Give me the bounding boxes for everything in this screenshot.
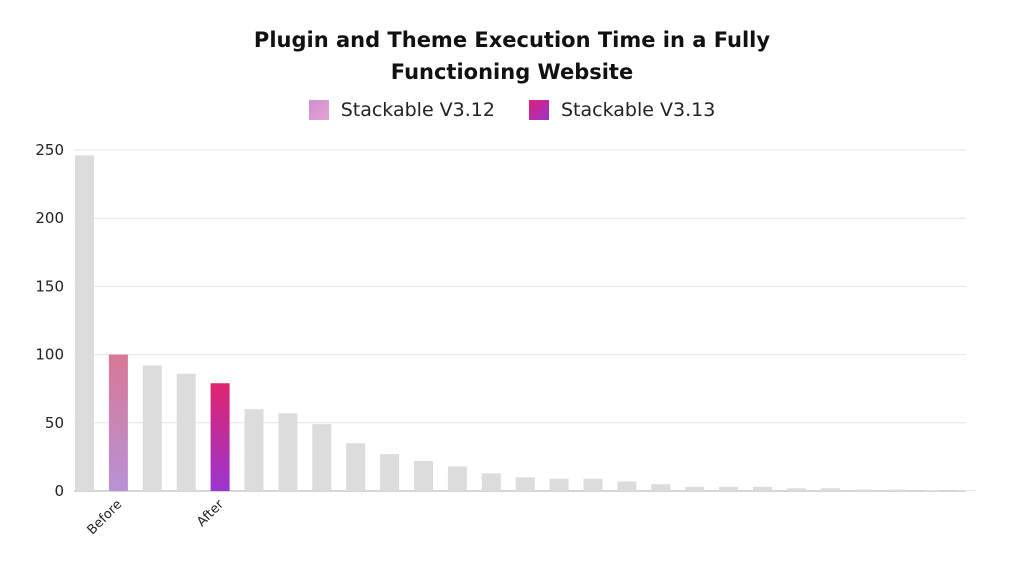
bar: [447, 466, 467, 491]
bar: [549, 478, 569, 491]
y-tick-label: 50: [45, 414, 64, 432]
chart-title-line-1: Plugin and Theme Execution Time in a Ful…: [253, 28, 771, 52]
bar: [854, 489, 874, 491]
bar: [820, 488, 840, 491]
legend-label-v312: Stackable V3.12: [340, 99, 495, 121]
bar: [786, 488, 806, 491]
bar: [108, 354, 128, 491]
y-tick-label: 150: [35, 277, 64, 295]
chart-title: Plugin and Theme Execution Time in a Ful…: [0, 24, 1024, 88]
bar: [244, 409, 264, 491]
bar: [414, 460, 433, 491]
y-tick-label: 100: [35, 346, 64, 364]
bar: [922, 490, 942, 491]
bar: [312, 424, 332, 491]
bar: [176, 373, 196, 491]
bar: [210, 383, 230, 491]
bar: [617, 481, 637, 491]
legend: Stackable V3.12 Stackable V3.13: [0, 99, 1024, 121]
y-tick-label: 0: [54, 482, 64, 500]
bar: [380, 454, 400, 491]
bar: [888, 489, 908, 491]
legend-swatch-v312: [308, 100, 329, 120]
legend-label-v313: Stackable V3.13: [561, 99, 716, 121]
bar: [278, 413, 298, 491]
y-tick-label: 200: [35, 209, 64, 227]
x-tick-label: Before: [85, 497, 126, 538]
bar: [719, 486, 739, 491]
bar: [583, 478, 603, 491]
bar: [75, 155, 94, 491]
bar: [481, 473, 501, 491]
legend-item-v313: Stackable V3.13: [529, 99, 715, 121]
legend-item-v312: Stackable V3.12: [308, 99, 495, 121]
x-tick-label: After: [194, 497, 227, 530]
bar: [651, 484, 671, 491]
bar: [753, 486, 772, 491]
bar: [515, 477, 535, 491]
legend-swatch-v313: [529, 100, 549, 120]
chart-title-line-2: Functioning Website: [390, 60, 634, 84]
bar: [142, 365, 162, 491]
bar: [346, 443, 366, 491]
y-tick-label: 250: [35, 141, 64, 159]
bar: [956, 490, 976, 491]
bar: [685, 486, 705, 491]
